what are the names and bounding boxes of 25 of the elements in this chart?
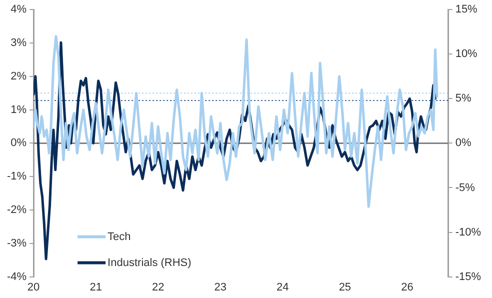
y2-tick-label: -5% <box>455 182 476 194</box>
y2-tick-label: 5% <box>455 92 472 105</box>
x-tick-label: 25 <box>338 281 352 294</box>
legend-label: Tech <box>108 230 131 243</box>
x-tick-label: 23 <box>214 281 227 294</box>
y2-tick-label: 10% <box>455 48 478 60</box>
y2-tick-label: -10% <box>455 226 482 238</box>
y-tick-label: 1% <box>10 104 27 116</box>
legend-label: Industrials (RHS) <box>108 256 192 269</box>
y2-tick-label: -15% <box>455 270 482 283</box>
x-tick-label: 24 <box>276 281 289 294</box>
y-tick-label: 4% <box>10 4 27 16</box>
y-tick-label: -1% <box>7 170 27 183</box>
y-tick-label: 2% <box>10 70 27 82</box>
y-tick-label: 0% <box>10 137 27 150</box>
x-tick-label: 20 <box>27 281 40 294</box>
y-tick-label: -2% <box>7 204 27 216</box>
y2-tick-label: 15% <box>455 4 478 16</box>
x-tick-label: 26 <box>401 281 414 294</box>
x-tick-label: 21 <box>90 281 102 294</box>
y-tick-label: 3% <box>10 37 27 50</box>
y-tick-label: -3% <box>7 237 27 250</box>
y2-tick-label: 0% <box>455 137 472 150</box>
x-tick-label: 22 <box>152 281 164 294</box>
y-tick-label: -4% <box>7 270 27 283</box>
